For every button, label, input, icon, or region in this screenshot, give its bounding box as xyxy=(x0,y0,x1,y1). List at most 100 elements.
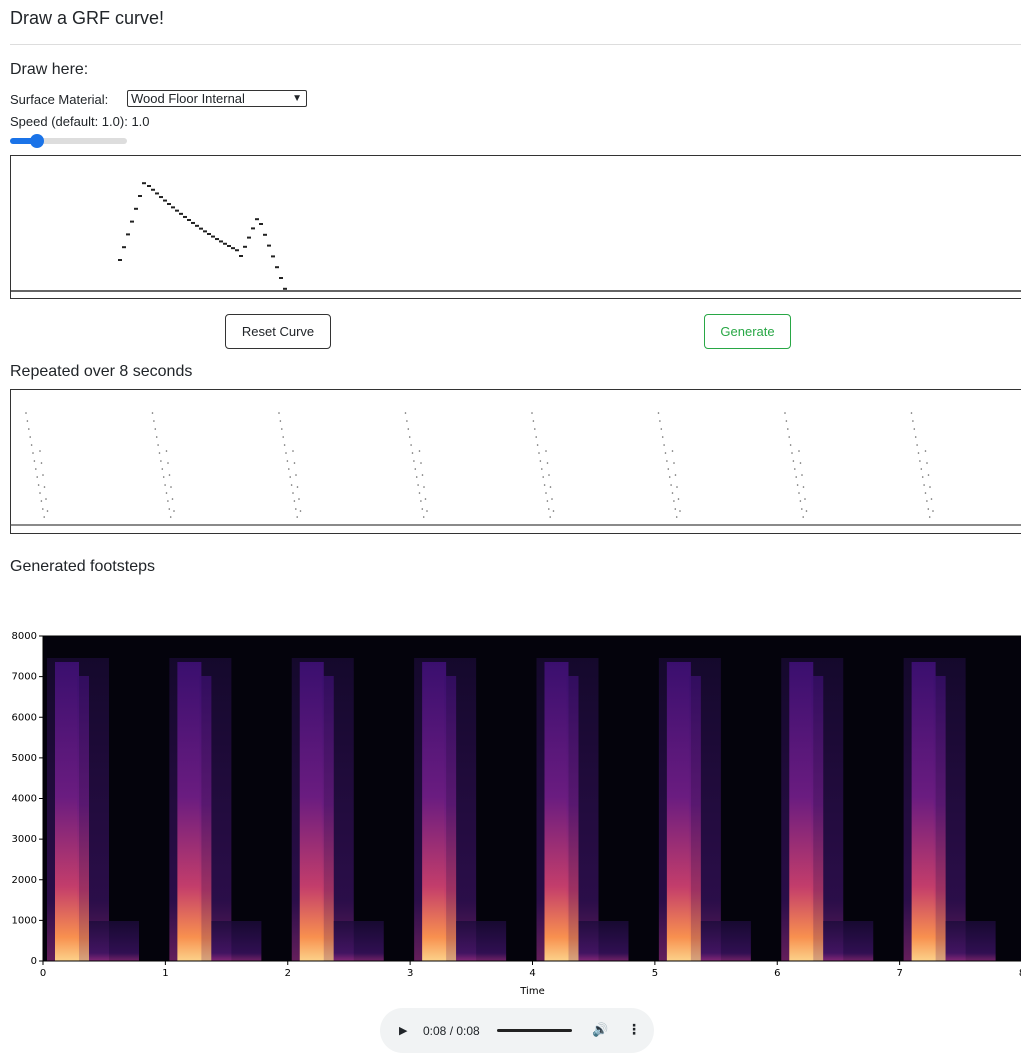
volume-button[interactable]: 🔊 xyxy=(592,1022,609,1037)
curve-point xyxy=(798,492,800,494)
y-tick-label: 7000 xyxy=(12,672,37,683)
curve-point xyxy=(663,444,665,446)
curve-point xyxy=(286,460,289,462)
curve-point xyxy=(171,206,175,209)
x-tick-label: 1 xyxy=(162,968,168,979)
spectrum-band xyxy=(911,662,936,961)
curve-point xyxy=(271,255,275,258)
generate-button[interactable]: Generate xyxy=(704,314,791,349)
curve-point xyxy=(787,428,789,430)
curve-point xyxy=(671,492,674,494)
repeat-canvas xyxy=(10,389,1021,534)
curve-point xyxy=(169,516,172,518)
curve-point xyxy=(28,428,30,430)
spectrum-band xyxy=(77,676,89,961)
x-tick-label: 5 xyxy=(652,968,658,979)
x-tick-label: 7 xyxy=(896,968,902,979)
curve-point xyxy=(42,474,44,476)
speed-slider[interactable] xyxy=(10,134,127,148)
divider xyxy=(10,44,1021,45)
curve-point xyxy=(36,476,38,478)
curve-point xyxy=(674,508,677,510)
x-tick-label: 2 xyxy=(285,968,291,979)
curve-point xyxy=(804,498,806,500)
x-tick-label: 3 xyxy=(407,968,413,979)
curve-point xyxy=(179,212,183,215)
select-arrow: ▼ xyxy=(292,93,302,104)
curve-point xyxy=(661,436,664,438)
curve-point xyxy=(279,420,282,422)
curve-point xyxy=(142,182,146,185)
spectrum-band xyxy=(177,662,202,961)
curve-point xyxy=(799,500,802,502)
spectrogram: 0 1000 2000 3000 4000 5000 6000 7000 8000 0 1 2 3 4 5 6… xyxy=(12,631,1021,997)
spectrum-band xyxy=(55,662,79,961)
curve-point xyxy=(927,474,930,476)
curve-point xyxy=(926,462,928,464)
curve-point xyxy=(292,450,294,452)
section-heading: Generated footsteps xyxy=(10,558,155,575)
curve-point xyxy=(187,219,191,221)
curve-point xyxy=(675,516,678,518)
curve-point xyxy=(26,420,29,422)
curve-point xyxy=(30,444,33,446)
curve-point xyxy=(227,245,231,247)
spectrum-band xyxy=(422,662,447,961)
curve-point xyxy=(923,484,925,486)
curve-point xyxy=(164,484,166,486)
audio-progress[interactable] xyxy=(497,1029,572,1032)
curve-point xyxy=(930,498,933,500)
curve-point xyxy=(283,444,286,446)
curve-point xyxy=(29,436,32,438)
curve-point xyxy=(411,452,414,454)
curve-point xyxy=(153,420,155,422)
surface-select[interactable]: Wood Floor Internal ▼ xyxy=(127,90,307,107)
curve-point xyxy=(424,498,427,500)
curve-point xyxy=(802,486,805,488)
curve-point xyxy=(414,468,417,470)
curve-point xyxy=(35,468,37,470)
curve-point xyxy=(42,508,44,510)
spectrum-band xyxy=(321,676,334,961)
reset-button[interactable]: Reset Curve xyxy=(225,314,331,349)
curve-point xyxy=(673,500,675,502)
curve-point xyxy=(231,247,235,250)
curve-point xyxy=(410,444,412,446)
y-tick-label: 4000 xyxy=(12,794,37,805)
curve-point xyxy=(677,498,680,500)
curve-point xyxy=(917,452,920,454)
y-tick-label: 5000 xyxy=(12,753,37,764)
menu-button[interactable]: ⋮ xyxy=(627,1021,641,1037)
curve-point xyxy=(207,233,211,235)
x-axis-label: Time xyxy=(519,986,544,997)
curve-point xyxy=(534,428,536,430)
curve-point xyxy=(785,420,788,422)
curve-point xyxy=(792,460,795,462)
slider-thumb[interactable] xyxy=(30,134,44,148)
curve-point xyxy=(657,412,660,414)
curve-point xyxy=(183,215,187,218)
curve-point xyxy=(158,452,161,454)
curve-point xyxy=(408,436,411,438)
curve-point xyxy=(147,185,151,187)
spectrum-band xyxy=(566,676,579,961)
curve-point xyxy=(298,498,300,500)
audio-time: 0:08 / 0:08 xyxy=(423,1024,480,1038)
draw-canvas[interactable] xyxy=(10,155,1021,299)
spectrum-band xyxy=(444,676,457,961)
curve-point xyxy=(263,233,267,236)
curve-point xyxy=(415,476,418,478)
canvas-border xyxy=(10,155,1021,299)
curve-point xyxy=(548,508,550,510)
curve-point xyxy=(151,188,155,191)
curve-point xyxy=(151,412,154,414)
curve-point xyxy=(805,510,808,512)
y-tick-label: 1000 xyxy=(12,915,37,926)
curve-point xyxy=(546,462,549,464)
curve-point xyxy=(160,460,162,462)
curve-point xyxy=(545,492,547,494)
curve-point xyxy=(211,235,215,238)
curve-point xyxy=(267,244,271,247)
curve-point xyxy=(275,266,279,269)
play-button[interactable]: ▶ xyxy=(399,1025,408,1037)
